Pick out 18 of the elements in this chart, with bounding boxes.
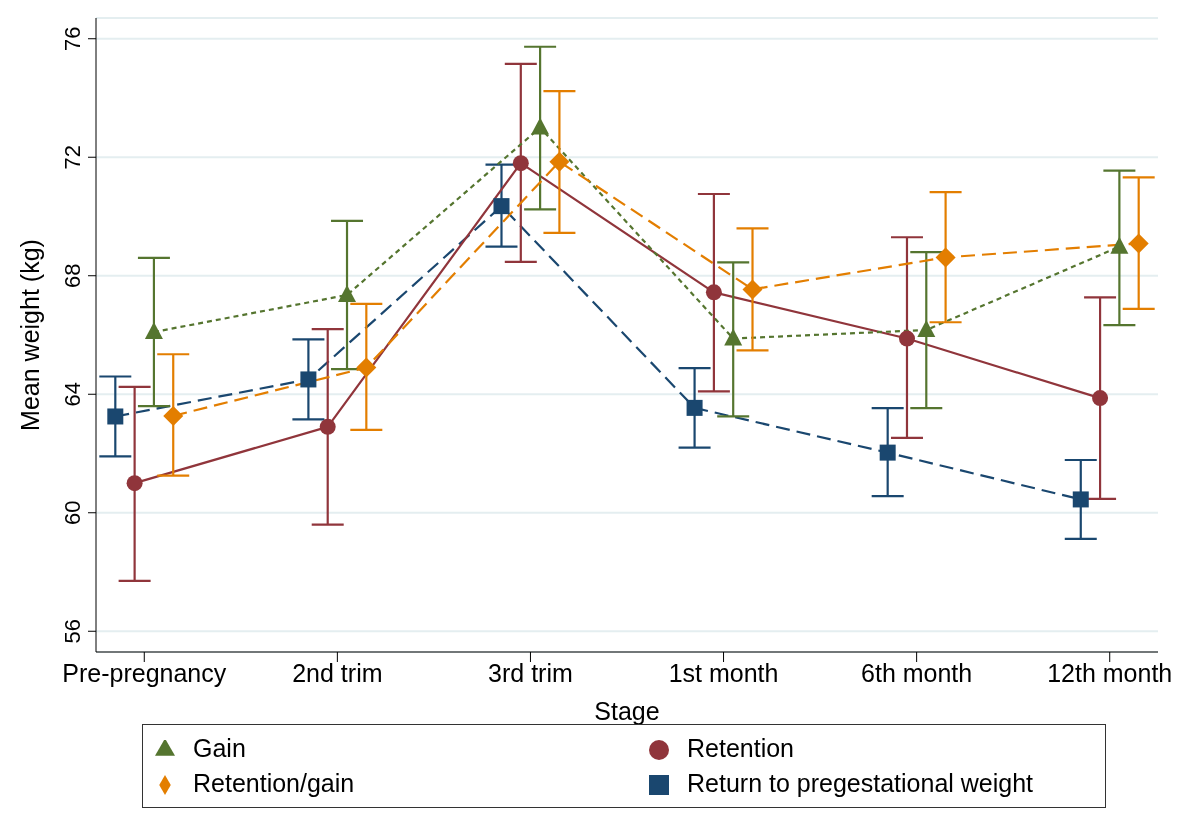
- legend-label: Retention: [687, 734, 795, 762]
- x-tick-label: 2nd trim: [292, 658, 383, 687]
- x-tick-label: Pre-pregnancy: [62, 658, 227, 687]
- x-tick-label: 12th month: [1047, 658, 1173, 687]
- y-tick-label: 56: [60, 619, 85, 644]
- y-tick-label: 64: [60, 382, 85, 407]
- y-tick-label: 60: [60, 500, 85, 525]
- legend-label: Retention/gain: [193, 769, 355, 797]
- x-axis-title: Stage: [594, 697, 660, 725]
- y-axis-title: Mean weight (kg): [15, 239, 44, 431]
- x-tick-label: 3rd trim: [488, 658, 573, 687]
- legend-label: Return to pregestational weight: [687, 769, 1034, 797]
- legend-label: Gain: [193, 734, 246, 762]
- y-tick-label: 72: [60, 145, 85, 170]
- y-tick-label: 68: [60, 263, 85, 288]
- x-tick-label: 1st month: [668, 658, 779, 687]
- x-tick-label: 6th month: [861, 658, 973, 687]
- y-tick-label: 76: [60, 26, 85, 51]
